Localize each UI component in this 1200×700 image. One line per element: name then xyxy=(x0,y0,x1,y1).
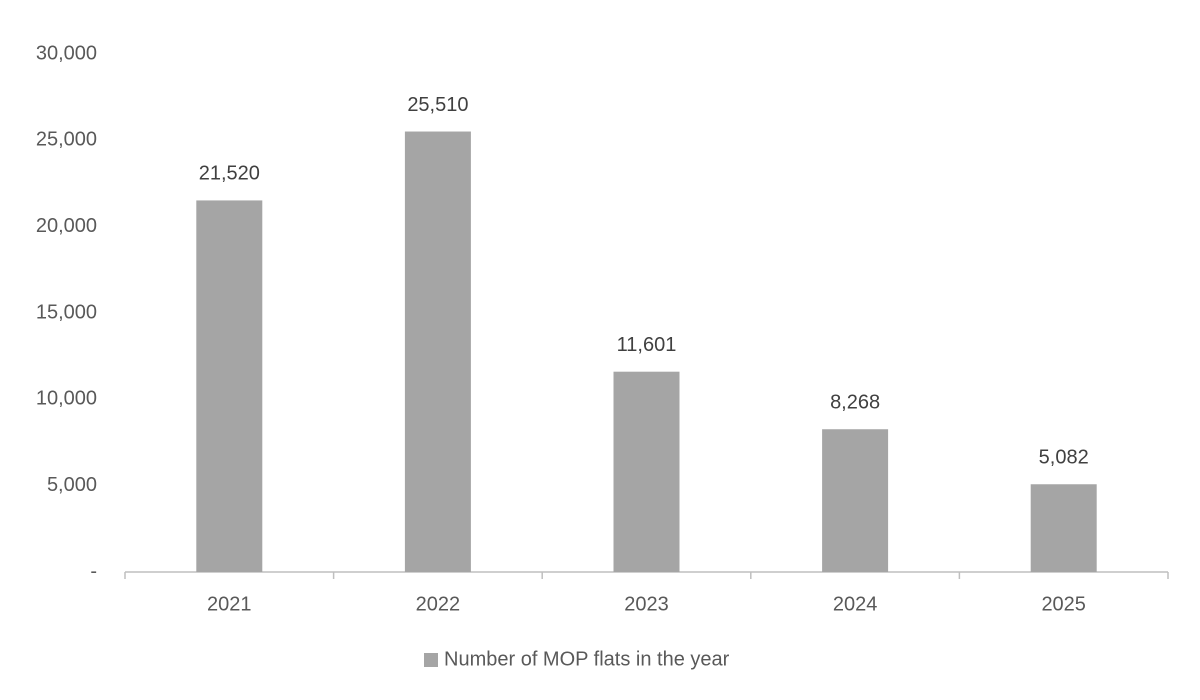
legend-label: Number of MOP flats in the year xyxy=(444,648,730,670)
x-tick-label: 2023 xyxy=(624,593,669,615)
bar xyxy=(1030,484,1097,572)
y-tick-label: 5,000 xyxy=(47,474,97,496)
bar xyxy=(196,200,263,572)
y-tick-label: - xyxy=(90,560,97,582)
bar xyxy=(404,131,471,572)
x-tick-label: 2022 xyxy=(416,593,461,615)
data-label: 25,510 xyxy=(407,94,468,116)
legend-swatch xyxy=(424,653,438,667)
y-tick-label: 10,000 xyxy=(36,388,97,410)
y-tick-label: 15,000 xyxy=(36,301,97,323)
x-tick-label: 2021 xyxy=(207,593,252,615)
y-tick-label: 25,000 xyxy=(36,129,97,151)
data-label: 21,520 xyxy=(199,163,260,185)
x-tick-label: 2024 xyxy=(833,593,878,615)
x-tick-label: 2025 xyxy=(1041,593,1086,615)
bar xyxy=(822,429,889,572)
data-label: 11,601 xyxy=(617,334,677,356)
bar xyxy=(613,371,680,572)
y-tick-label: 20,000 xyxy=(36,215,97,237)
y-tick-label: 30,000 xyxy=(36,42,97,64)
data-label: 5,082 xyxy=(1039,447,1089,469)
data-label: 8,268 xyxy=(830,392,880,414)
